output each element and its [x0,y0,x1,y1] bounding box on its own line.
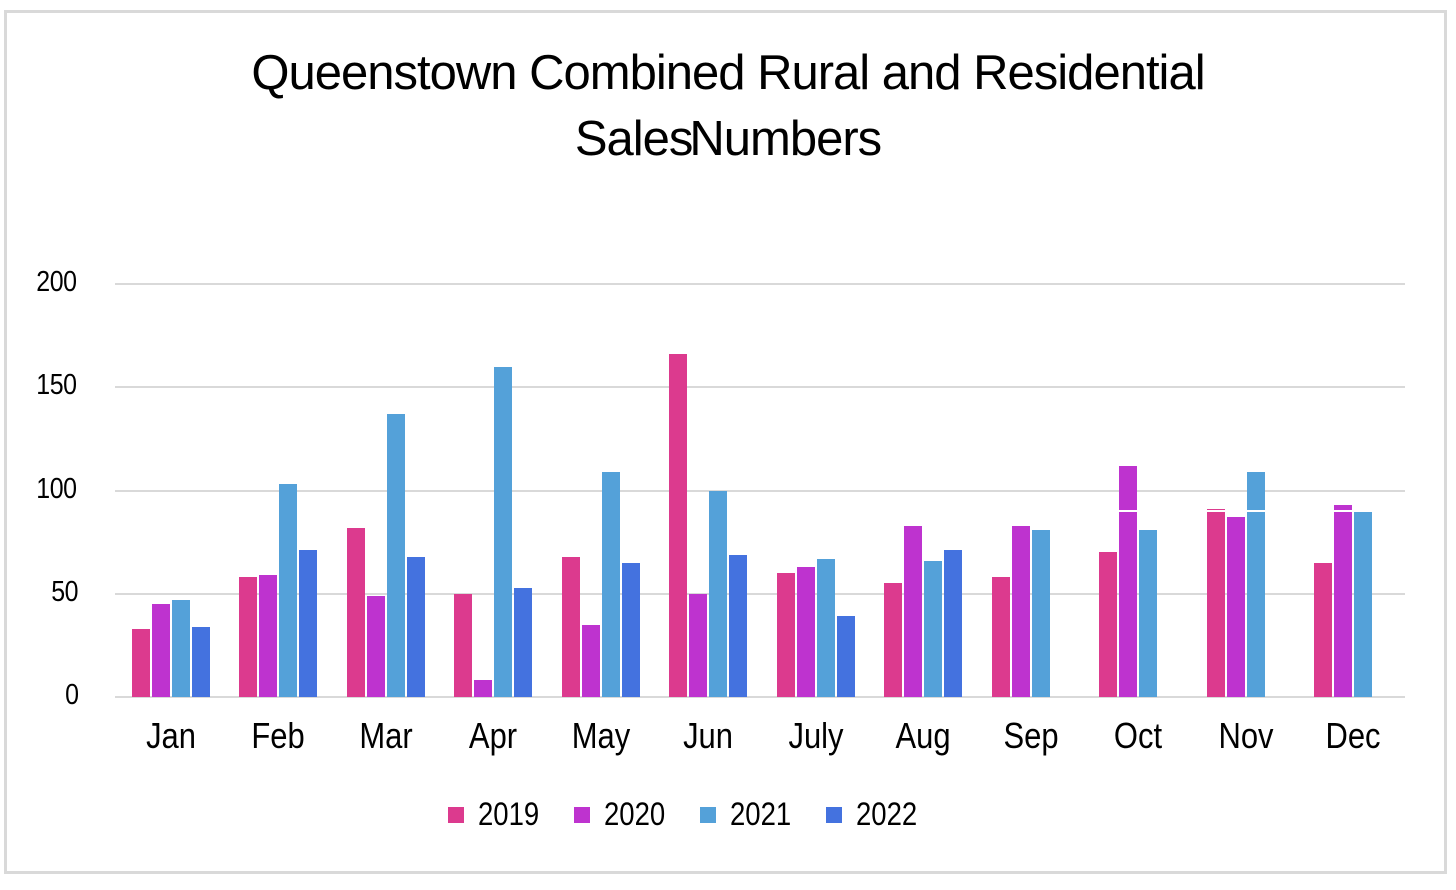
gridline-0 [115,696,1405,698]
white-line-artifact [1095,510,1407,513]
bar-2022-July [836,616,855,697]
gridline-100 [115,489,1405,492]
bar-2022-Apr [514,587,533,697]
bar-2020-Jun [689,593,708,697]
legend-swatch-2022 [826,806,843,823]
bar-2021-Mar [386,414,405,697]
legend-swatch-2019 [447,806,464,823]
bar-2020-July [796,566,815,697]
x-axis-label-Apr: Apr [469,715,518,756]
legend-item-2021: 2021 [700,796,796,833]
bar-2020-Aug [904,525,923,697]
plot-area [115,283,1407,698]
bar-2019-Mar [346,527,365,697]
bar-2022-Mar [406,556,425,697]
bar-2019-Aug [884,583,903,697]
legend-label-2022: 2022 [856,796,918,832]
bar-2019-July [776,573,795,697]
bar-2020-Nov [1226,517,1245,697]
x-axis-label-Feb: Feb [251,715,305,756]
bar-2022-Jun [729,554,748,697]
x-axis-label-Jun: Jun [683,715,734,756]
legend-item-2020: 2020 [573,796,670,833]
x-axis-label-July: July [788,715,844,756]
bar-2019-Feb [239,577,258,697]
y-axis-tick-label-50: 50 [50,575,78,608]
gridline-50 [115,592,1405,595]
bar-2021-Nov [1246,471,1265,697]
x-axis-label-Aug: Aug [895,715,951,756]
bar-2019-Sep [991,577,1010,697]
gridline-200 [115,283,1405,285]
bar-2019-Nov [1206,509,1225,697]
chart-title-line2: Sales Numbers [574,112,882,166]
y-axis-tick-label-200: 200 [36,266,77,298]
legend-item-2022: 2022 [826,796,922,833]
bar-2022-Jan [191,626,210,697]
bar-2020-Sep [1011,525,1030,697]
bar-2021-May [601,471,620,697]
y-axis-tick-label-0: 0 [65,679,79,711]
bar-2020-Mar [366,595,385,697]
bar-2019-Jan [131,628,150,697]
x-axis-label-May: May [571,715,630,756]
x-axis-label-Sep: Sep [1003,715,1059,756]
legend-label-2020: 2020 [603,796,666,832]
legend-label-2019: 2019 [477,796,539,832]
bar-2022-Feb [299,550,318,697]
x-axis-label-Nov: Nov [1218,715,1274,756]
x-axis-label-Dec: Dec [1325,715,1381,756]
bar-2019-Oct [1099,552,1118,697]
bar-2020-Jan [151,604,170,697]
legend-swatch-2021 [700,806,716,823]
bar-2021-Feb [279,484,298,697]
legend-label-2021: 2021 [729,796,792,832]
x-axis-label-Oct: Oct [1114,715,1163,756]
legend-swatch-2020 [573,806,590,823]
bar-2019-Dec [1314,562,1333,697]
bar-2021-Oct [1139,529,1158,697]
x-axis-label-Jan: Jan [145,715,196,756]
bar-2021-Jan [171,599,190,697]
bar-2019-Jun [669,354,688,697]
bar-2022-Aug [944,550,963,697]
bar-2020-May [581,624,600,697]
x-axis-label-Mar: Mar [359,715,413,756]
bar-2019-May [561,556,580,697]
bar-2021-Sep [1031,529,1050,697]
bar-2019-Apr [454,593,473,697]
bar-2021-Aug [924,560,943,697]
bar-2020-Dec [1334,504,1353,697]
bar-2021-Jun [709,490,728,697]
y-axis-tick-label-150: 150 [36,369,77,402]
bar-2020-Oct [1119,465,1138,697]
bar-2021-Apr [494,366,513,697]
bar-2020-Feb [259,575,278,697]
chart-title: Queenstown Combined Rural and Residentia… [0,40,1456,172]
bar-2021-July [816,558,835,697]
chart-title-line1: Queenstown Combined Rural and Residentia… [251,46,1205,100]
legend-item-2019: 2019 [447,796,544,833]
legend: 2019 2020 2021 2022 [0,796,1370,833]
bar-2022-May [621,562,640,697]
bar-2020-Apr [474,680,493,697]
bar-2021-Dec [1354,511,1373,697]
gridline-150 [115,386,1405,389]
y-axis-tick-label-100: 100 [36,472,77,505]
